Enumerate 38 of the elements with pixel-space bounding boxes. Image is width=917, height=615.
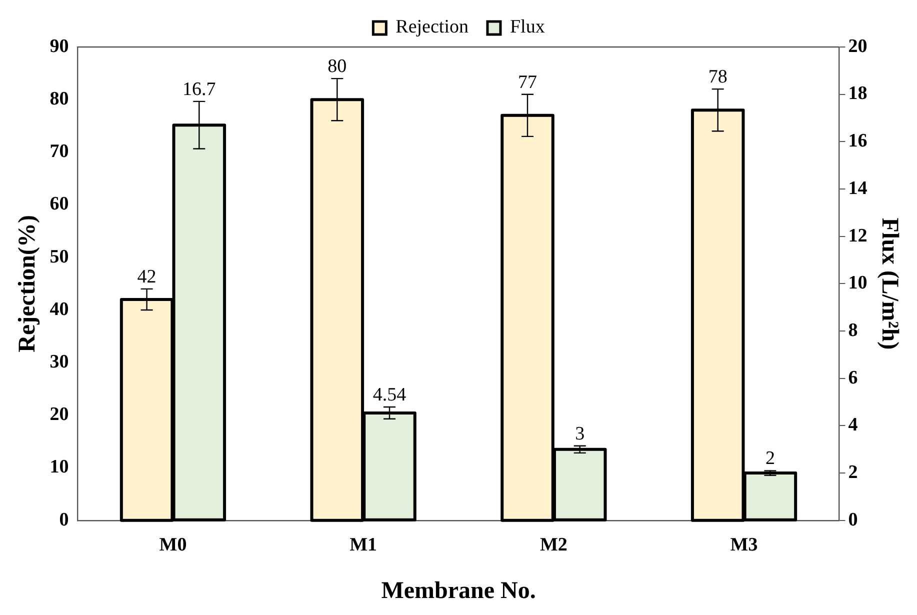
y2-axis-title: Flux (L/m²h)	[876, 218, 902, 350]
y2-tick-label: 6	[848, 367, 858, 388]
y-tick-label: 40	[50, 298, 69, 320]
y-tick-label: 60	[50, 194, 69, 215]
y2-tick-label: 16	[848, 130, 868, 152]
y2-tick-label: 0	[848, 509, 858, 530]
y2-tick-label: 8	[848, 320, 858, 341]
data-label: 80	[328, 56, 347, 78]
y-tick-label: 70	[50, 141, 69, 162]
data-label: 4.54	[372, 384, 407, 406]
legend-label: Rejection	[396, 16, 469, 38]
y2-tick-label: 2	[848, 462, 858, 483]
y-tick-label: 90	[50, 36, 69, 57]
y2-tick-label: 14	[848, 178, 868, 199]
y-axis-title: Rejection(%)	[14, 215, 41, 352]
legend-label: Flux	[510, 16, 546, 38]
x-tick-label: M3	[730, 534, 758, 556]
data-label: 77	[518, 72, 537, 93]
data-label: 16.7	[182, 78, 216, 100]
data-label: 78	[708, 66, 728, 88]
y-tick-label: 80	[50, 88, 69, 110]
y-tick-label: 30	[50, 352, 69, 373]
x-tick-label: M0	[159, 534, 187, 556]
y-tick-label: 50	[50, 246, 69, 268]
x-tick-label: M1	[350, 534, 378, 556]
y2-tick-label: 18	[848, 83, 868, 104]
x-axis-title: Membrane No.	[381, 578, 536, 604]
y2-tick-label: 4	[848, 414, 858, 436]
y-tick-label: 10	[50, 456, 69, 478]
y2-tick-label: 12	[848, 225, 868, 246]
y-tick-label: 20	[50, 404, 69, 426]
data-label: 42	[137, 266, 156, 288]
y2-tick-label: 10	[848, 272, 868, 294]
y-tick-label: 0	[59, 509, 69, 530]
data-label: 2	[765, 448, 775, 470]
y2-tick-label: 20	[848, 36, 868, 57]
x-tick-label: M2	[540, 534, 568, 556]
data-label: 3	[575, 423, 585, 444]
